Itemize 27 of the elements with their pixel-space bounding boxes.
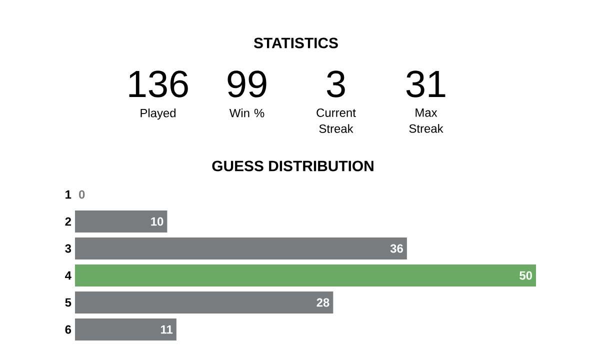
data-label: 99 <box>228 70 266 98</box>
bar <box>75 292 334 314</box>
bar <box>75 264 536 286</box>
data-label: 11 <box>161 325 173 334</box>
text: STATISTICS <box>254 38 338 48</box>
data-label: 36 <box>390 244 403 253</box>
chart-title: GUESS DISTRIBUTION <box>212 160 374 172</box>
y-tick-label: 4 <box>65 271 72 280</box>
y-tick-label: 6 <box>65 325 72 334</box>
data-label: 31 <box>406 70 446 98</box>
bar <box>75 210 168 232</box>
category-label: Played <box>140 108 176 120</box>
y-tick-label: 1 <box>66 190 72 199</box>
y-tick-label: 3 <box>65 244 72 253</box>
y-tick-label: 5 <box>65 298 72 307</box>
bar <box>75 318 176 340</box>
category-label: Win % <box>229 108 264 118</box>
category-label: Max Streak <box>409 108 444 133</box>
data-label: 0 <box>78 190 85 199</box>
y-tick-label: 2 <box>65 217 72 226</box>
data-label: 3 <box>326 70 345 98</box>
category-label: Current Streak <box>316 108 356 133</box>
data-label: 28 <box>316 298 330 307</box>
data-label: 10 <box>151 217 164 226</box>
data-label: 50 <box>520 271 532 280</box>
data-label: 136 <box>129 70 188 98</box>
bar <box>75 238 407 260</box>
